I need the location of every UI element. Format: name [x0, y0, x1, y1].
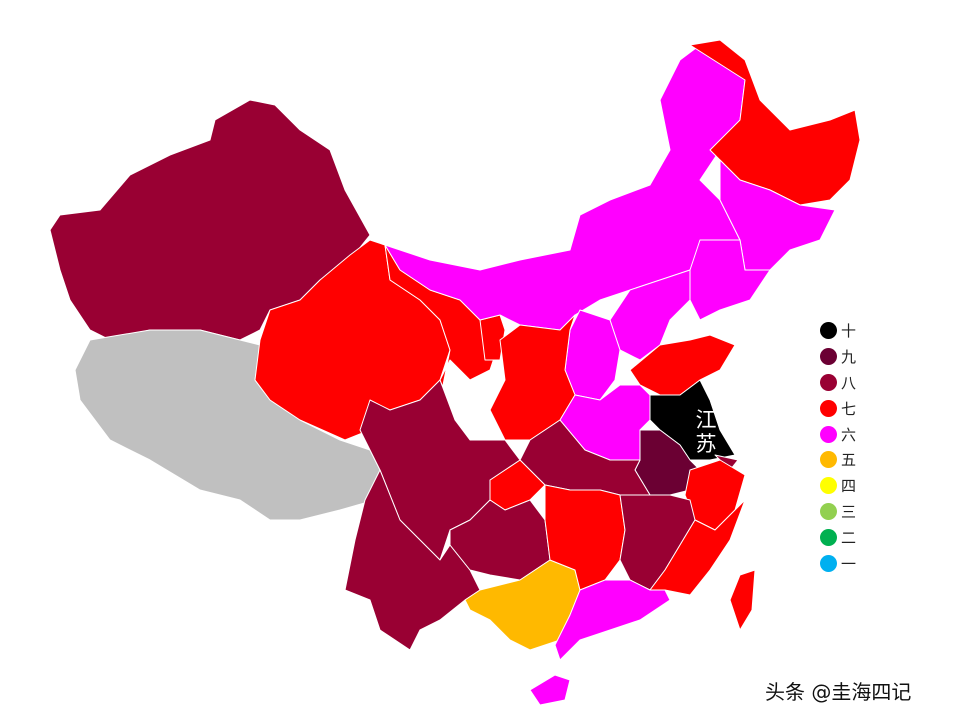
legend-item: 四	[820, 473, 856, 499]
legend-label: 八	[841, 373, 857, 392]
legend-label: 二	[841, 528, 857, 547]
legend-swatch	[820, 373, 837, 391]
region-jilin	[719, 159, 836, 271]
jiangsu-label-line2: 苏	[695, 432, 717, 456]
watermark: 头条 @圭海四记	[765, 680, 912, 704]
legend-swatch	[820, 477, 837, 495]
legend-item: 八	[820, 370, 856, 396]
region-guangdong	[554, 579, 671, 661]
region-hainan	[529, 674, 571, 706]
legend-swatch	[820, 399, 837, 417]
legend-swatch	[820, 554, 837, 572]
legend-swatch	[820, 502, 837, 520]
legend-label: 三	[841, 502, 857, 521]
region-shandong	[629, 334, 736, 396]
legend-item: 六	[820, 421, 856, 447]
legend-item: 七	[820, 395, 856, 421]
legend-item: 十	[820, 318, 856, 344]
region-heilongjiang	[689, 39, 861, 206]
legend: 十九八七六五四三二一	[820, 318, 856, 576]
legend-item: 九	[820, 344, 856, 370]
legend-item: 一	[820, 550, 856, 576]
legend-label: 四	[841, 477, 857, 496]
region-taiwan	[729, 569, 756, 631]
region-yunnan	[344, 469, 481, 651]
legend-label: 五	[841, 451, 857, 470]
legend-label: 一	[841, 554, 857, 573]
region-fujian	[649, 499, 746, 596]
region-inner-mongolia	[384, 44, 746, 331]
legend-swatch	[820, 348, 837, 366]
legend-swatch	[820, 425, 837, 443]
legend-item: 二	[820, 524, 856, 550]
legend-swatch	[820, 322, 837, 340]
jiangsu-label-line1: 江	[695, 408, 717, 432]
legend-item: 三	[820, 499, 856, 525]
legend-item: 五	[820, 447, 856, 473]
region-hunan	[544, 484, 626, 591]
legend-label: 十	[841, 322, 857, 341]
legend-swatch	[820, 528, 837, 546]
jiangsu-label: 江 苏	[694, 408, 718, 456]
legend-label: 九	[841, 348, 857, 367]
legend-label: 六	[841, 425, 857, 444]
legend-label: 七	[841, 399, 857, 418]
legend-swatch	[820, 451, 837, 469]
